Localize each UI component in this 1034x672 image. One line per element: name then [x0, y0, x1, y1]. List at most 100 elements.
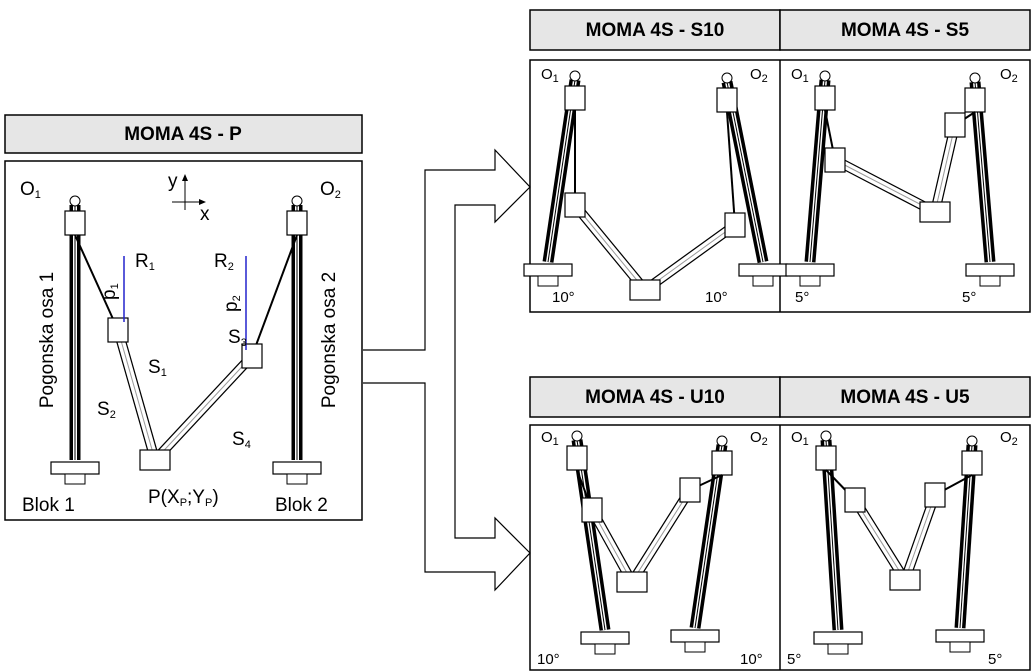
- angle-label: 10°: [552, 289, 575, 306]
- motor: [712, 451, 732, 475]
- base-block: [739, 264, 787, 276]
- joint: [722, 73, 732, 83]
- subscript: 1: [553, 436, 559, 448]
- base-foot: [800, 276, 820, 286]
- motor: [287, 211, 307, 235]
- label: O: [750, 66, 762, 83]
- angle-label: 5°: [962, 289, 976, 306]
- label: O: [1000, 429, 1012, 446]
- subscript: 2: [762, 436, 768, 448]
- platform: [140, 450, 170, 470]
- base-foot: [980, 276, 1000, 286]
- distance-label: p1: [99, 283, 121, 300]
- label: O: [791, 429, 803, 446]
- label: ;Y: [187, 487, 205, 508]
- carriage: [945, 113, 965, 137]
- link-core: [632, 490, 690, 582]
- label: O: [320, 179, 335, 200]
- link-label: S4: [232, 429, 251, 451]
- label: O: [20, 179, 35, 200]
- carriage: [565, 193, 585, 217]
- subscript: 1: [149, 261, 155, 273]
- platform: [630, 280, 660, 300]
- angle-label: 10°: [537, 651, 560, 668]
- subscript: 2: [1012, 436, 1018, 448]
- point-label: O1: [541, 429, 559, 448]
- angle-label: 5°: [787, 651, 801, 668]
- link-core: [935, 125, 955, 212]
- point-label: O1: [791, 429, 809, 448]
- point-label: O2: [1000, 66, 1018, 85]
- motor: [965, 88, 985, 112]
- base-block: [814, 632, 862, 644]
- angle-label: 5°: [795, 289, 809, 306]
- base-foot: [538, 276, 558, 286]
- subscript: 1: [161, 367, 167, 379]
- label: O: [791, 66, 803, 83]
- platform-label: P(XP;YP): [148, 487, 219, 509]
- joint: [570, 71, 580, 81]
- point-label: O1: [541, 66, 559, 85]
- distance-label: p2: [221, 295, 243, 312]
- label: R: [135, 251, 149, 272]
- base-block: [51, 462, 99, 474]
- subscript: 1: [35, 189, 41, 201]
- label: O: [1000, 66, 1012, 83]
- base-foot: [595, 644, 615, 654]
- diagram: MOMA 4S - P MOMA 4S - S10 MOMA 4S - S5 M…: [0, 0, 1034, 672]
- motor: [65, 211, 85, 235]
- subscript: 1: [803, 73, 809, 85]
- platform: [920, 202, 950, 222]
- label: O: [750, 429, 762, 446]
- axis-label: x: [200, 204, 210, 225]
- label: O: [541, 66, 553, 83]
- platform: [890, 570, 920, 590]
- point-label: R2: [214, 251, 234, 273]
- label: S: [97, 399, 110, 420]
- link-core: [905, 495, 935, 580]
- subscript: 3: [241, 337, 247, 349]
- base-foot: [65, 474, 85, 484]
- point-label: O1: [20, 179, 41, 201]
- base-block: [671, 630, 719, 642]
- header: MOMA 4S - S10: [586, 20, 725, 41]
- block-label: Blok 1: [22, 495, 75, 516]
- arrow: [363, 150, 530, 590]
- joint: [967, 436, 977, 446]
- joint: [821, 431, 831, 441]
- carriage-arm: [75, 235, 118, 330]
- subscript: 2: [1012, 73, 1018, 85]
- header: MOMA 4S - P: [124, 124, 242, 145]
- header: MOMA 4S - S5: [841, 20, 970, 41]
- joint: [70, 196, 80, 206]
- mechanisms: [51, 71, 1014, 654]
- base-foot: [753, 276, 773, 286]
- joint: [292, 196, 302, 206]
- label: S: [148, 357, 161, 378]
- subscript: P: [205, 497, 212, 509]
- carriage: [582, 498, 602, 522]
- base-foot: [950, 642, 970, 652]
- axis-name: Pogonska osa 2: [319, 272, 340, 408]
- carriage: [680, 478, 700, 502]
- subscript: 2: [228, 261, 234, 273]
- link-label: S3: [228, 327, 247, 349]
- motor: [816, 446, 836, 470]
- angle-label: 10°: [705, 289, 728, 306]
- carriage: [725, 213, 745, 237]
- motor: [717, 88, 737, 112]
- label: p: [221, 301, 242, 312]
- motor: [962, 451, 982, 475]
- label: p: [99, 289, 120, 300]
- subscript: 1: [553, 73, 559, 85]
- base-block: [936, 630, 984, 642]
- label: P(X: [148, 487, 180, 508]
- base-block: [966, 264, 1014, 276]
- carriage: [108, 318, 128, 342]
- carriage: [925, 483, 945, 507]
- point-label: O2: [1000, 429, 1018, 448]
- label: R: [214, 251, 228, 272]
- carriage-arm: [252, 235, 297, 356]
- subscript: P: [180, 497, 187, 509]
- label: S: [232, 429, 245, 450]
